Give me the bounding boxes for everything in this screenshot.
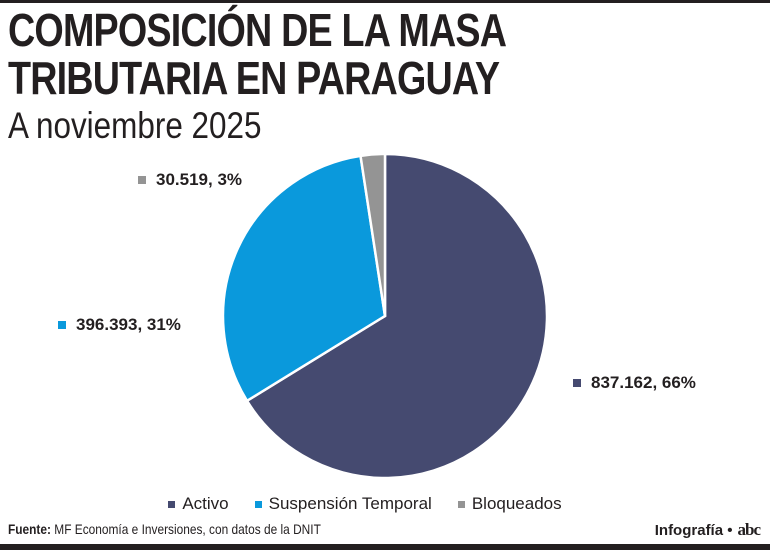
- swatch: [138, 176, 146, 184]
- legend: Activo Suspensión Temporal Bloqueados: [0, 494, 750, 514]
- legend-label: Activo: [182, 494, 229, 513]
- legend-swatch: [457, 500, 465, 508]
- legend-item-bloqueados: Bloqueados: [457, 494, 562, 514]
- pie-slice-suspensi-n-temporal: [221, 154, 387, 403]
- source-note: Fuente: MF Economía e Inversiones, con d…: [8, 521, 321, 537]
- pie-slice-activo: [245, 152, 549, 480]
- slice-label-suspension: 396.393, 31%: [58, 315, 181, 335]
- slice-label-activo: 837.162, 66%: [573, 373, 696, 393]
- legend-swatch: [254, 500, 262, 508]
- label-text: 837.162, 66%: [591, 373, 696, 392]
- label-text: 30.519, 3%: [156, 170, 243, 189]
- swatch: [573, 379, 581, 387]
- swatch: [58, 321, 66, 329]
- top-rule: [0, 0, 770, 3]
- credit: Infografía • abc: [654, 520, 761, 540]
- title-line-2: TRIBUTARIA EN PARAGUAY: [8, 52, 500, 104]
- legend-item-suspension: Suspensión Temporal: [254, 494, 432, 514]
- credit-text: Infografía •: [654, 521, 733, 539]
- legend-label: Suspensión Temporal: [268, 494, 432, 513]
- legend-swatch: [168, 500, 176, 508]
- bottom-rule: [0, 544, 770, 550]
- abc-logo: abc: [737, 520, 761, 539]
- legend-label: Bloqueados: [471, 494, 562, 513]
- slice-label-bloqueados: 30.519, 3%: [138, 170, 242, 190]
- pie-slice-bloqueados: [359, 152, 387, 317]
- legend-item-activo: Activo: [168, 494, 229, 514]
- title-line-1: COMPOSICIÓN DE LA MASA: [8, 4, 507, 56]
- chart-subtitle: A noviembre 2025: [8, 105, 262, 146]
- label-text: 396.393, 31%: [76, 315, 181, 334]
- source-label: Fuente:: [8, 521, 51, 537]
- source-text: MF Economía e Inversiones, con datos de …: [54, 521, 321, 537]
- chart-title: COMPOSICIÓN DE LA MASA TRIBUTARIA EN PAR…: [8, 4, 507, 104]
